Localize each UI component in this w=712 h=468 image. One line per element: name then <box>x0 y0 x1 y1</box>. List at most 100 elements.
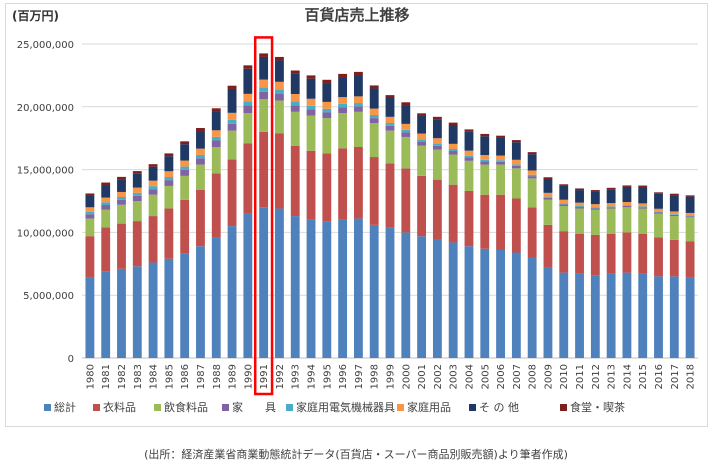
x-tick-label: 1982 <box>117 364 128 389</box>
bar-segment <box>527 152 537 155</box>
bar-segment <box>259 207 269 358</box>
bar-segment <box>559 203 569 205</box>
bar-segment <box>543 196 553 198</box>
y-axis: 0 5,000,000 10,000,000 15,000,000 20,000,000… <box>17 40 74 365</box>
bar-segment <box>259 53 269 57</box>
bar-segment <box>543 197 553 200</box>
bar-segment <box>511 252 521 358</box>
bar-segment <box>638 203 648 207</box>
bar-segment <box>164 171 174 178</box>
y-tick-label: 10,000,000 <box>17 228 74 239</box>
bar-segment <box>527 207 537 258</box>
bar-segment <box>338 107 348 114</box>
x-tick-label: 1985 <box>164 364 175 389</box>
bar-segment <box>559 231 569 273</box>
bar-segment <box>259 56 269 80</box>
y-tick-label: 25,000,000 <box>17 40 74 51</box>
bar-segment <box>448 242 458 358</box>
bar-segment <box>448 122 458 126</box>
bar-segment <box>101 185 111 198</box>
bar-segment <box>511 168 521 199</box>
bar-segment <box>227 159 237 227</box>
bar-segment <box>417 175 427 237</box>
bar-segment <box>85 207 95 212</box>
bar-segment <box>527 257 537 358</box>
bar-segment <box>638 206 648 208</box>
x-tick-label: 2009 <box>543 364 554 389</box>
bar-segment <box>685 217 695 242</box>
bar-segment <box>353 218 363 358</box>
bar-segment <box>496 137 505 156</box>
bar-segment <box>338 97 348 104</box>
bar-segment <box>275 81 284 90</box>
bar-segment <box>685 216 695 218</box>
bar-segment <box>401 105 411 124</box>
bar-segment <box>464 129 474 132</box>
y-tick-label: 20,000,000 <box>17 103 74 114</box>
bar-segment <box>180 160 190 167</box>
bar-segment <box>148 194 158 217</box>
x-tick-label: 2000 <box>401 364 412 389</box>
bar-segment <box>290 73 300 94</box>
bar-segment <box>654 276 663 358</box>
bar-segment <box>685 196 695 213</box>
bar-segment <box>654 213 663 238</box>
bar-segment <box>275 133 284 209</box>
bar-segment <box>575 190 584 203</box>
bar-segment <box>385 95 395 99</box>
legend-label: 家庭用品 <box>407 400 451 414</box>
bar-segment <box>527 174 537 177</box>
bar-segment <box>401 232 411 358</box>
unit-label: (百万円) <box>12 9 59 23</box>
bar-segment <box>196 148 205 155</box>
x-tick-label: 1987 <box>196 364 207 389</box>
bar-segment <box>464 160 474 191</box>
bar-segment <box>385 125 395 131</box>
bar-segment <box>211 140 221 147</box>
bar-segment <box>196 246 205 358</box>
bar-segment <box>259 99 269 132</box>
bar-segment <box>164 177 174 181</box>
bar-segment <box>622 272 632 358</box>
x-tick-label: 1981 <box>101 364 112 389</box>
bar-segment <box>101 227 111 272</box>
bar-segment <box>559 184 569 186</box>
bar-segment <box>590 190 600 192</box>
bar-segment <box>543 179 553 193</box>
bar-segment <box>622 232 632 273</box>
bar-segment <box>227 119 237 124</box>
bar-segment <box>432 143 442 146</box>
bar-segment <box>180 199 190 254</box>
bar-segment <box>101 202 111 206</box>
bar-segment <box>480 194 490 249</box>
bar-segment <box>448 154 458 185</box>
bar-segment <box>543 224 553 268</box>
bar-segment <box>211 173 221 238</box>
bar-segment <box>480 161 490 165</box>
x-tick-label: 1986 <box>180 364 191 389</box>
bar-segment <box>290 216 300 358</box>
bar-segment <box>322 79 332 84</box>
x-tick-label: 2016 <box>654 364 665 389</box>
bar-segment <box>164 156 174 172</box>
bar-segment <box>606 189 616 204</box>
bar-segment <box>353 146 363 219</box>
bar-segment <box>401 129 411 133</box>
bar-segment <box>638 207 648 209</box>
bar-segment <box>464 131 474 151</box>
x-tick-label: 2006 <box>496 364 507 389</box>
bar-segment <box>559 199 569 204</box>
bar-segment <box>496 155 505 161</box>
bar-segment <box>227 123 237 131</box>
bar-segment <box>211 237 221 358</box>
bar-segment <box>385 163 395 228</box>
x-tick-label: 1998 <box>370 364 381 389</box>
bar-segment <box>511 142 521 160</box>
bar-segment <box>211 108 221 112</box>
legend-label: 飲食料品 <box>164 400 208 414</box>
legend-swatch <box>560 404 567 411</box>
bar-segment <box>654 211 663 213</box>
bar-segment <box>685 215 695 217</box>
bar-segment <box>685 212 695 216</box>
bar-segment <box>148 262 158 358</box>
